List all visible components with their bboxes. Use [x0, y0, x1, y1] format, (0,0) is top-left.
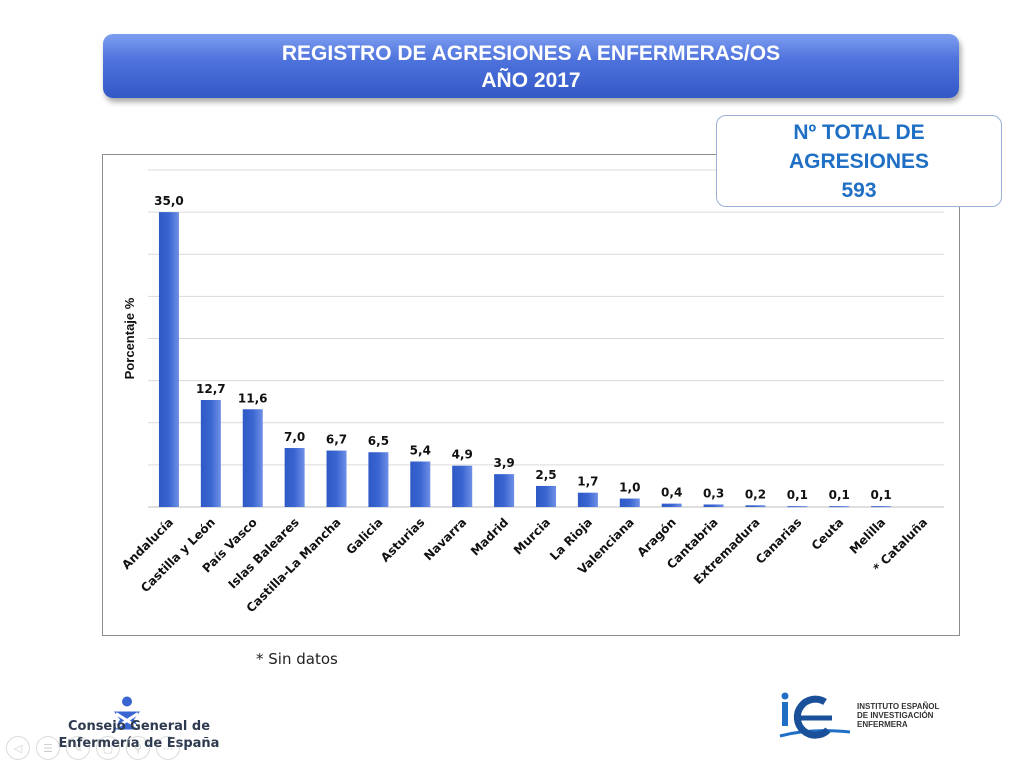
previous-slide-icon[interactable]: ◁ [6, 736, 30, 760]
bar [158, 212, 179, 507]
data-label: 0,1 [787, 488, 808, 502]
total-label-line-2: AGRESIONES [788, 150, 930, 173]
data-label: 35,0 [154, 194, 184, 208]
x-tick-label: Murcia [511, 515, 553, 557]
bar [619, 498, 640, 507]
y-axis-label: Porcentaje % [122, 297, 137, 379]
bar [494, 474, 515, 507]
slideshow-nav-bar: ◁ ☰ ✎ ▢ ⚲ ⋯ [6, 736, 180, 762]
total-aggressions-box: Nº TOTAL DE AGRESIONES 593 [716, 115, 1002, 207]
x-tick-label: Canarias [753, 515, 804, 566]
data-label: 5,4 [410, 444, 431, 458]
ie-text-line-2: DE INVESTIGACIÓN [857, 711, 934, 720]
chart-frame: Porcentaje % 35,0 Andalucía 12,7 Castilla y … [102, 154, 960, 636]
data-label: 2,5 [535, 468, 556, 482]
footnote: * Sin datos [256, 650, 338, 668]
bar [368, 452, 389, 507]
x-tick-label: Melilla [847, 515, 888, 556]
bar [829, 506, 850, 508]
x-tick-label: Islas Baleares [225, 515, 301, 591]
x-tick-label: Madrid [468, 515, 511, 558]
bar [577, 492, 598, 507]
bar [703, 504, 724, 507]
data-label: 4,9 [452, 448, 473, 462]
x-tick-label: Asturias [378, 515, 427, 564]
cge-logo-icon [114, 696, 140, 730]
data-label: 1,0 [619, 481, 640, 495]
data-label: 12,7 [196, 382, 226, 396]
bar [284, 448, 305, 507]
ie-logo-text: INSTITUTO ESPAÑOL DE INVESTIGACIÓN ENFER… [857, 702, 957, 729]
x-tick-label: Galicia [343, 515, 385, 557]
x-tick-label: Ceuta [809, 515, 847, 553]
data-label: 6,5 [368, 434, 389, 448]
data-label: 0,2 [745, 487, 766, 501]
bar [787, 506, 808, 508]
zoom-icon[interactable]: ⚲ [126, 736, 150, 760]
title-line-1: REGISTRO DE AGRESIONES A ENFERMERAS/OS [281, 42, 781, 65]
bar [410, 461, 431, 507]
bar [661, 503, 682, 507]
title-banner: REGISTRO DE AGRESIONES A ENFERMERAS/OS A… [103, 34, 959, 98]
bar [745, 505, 766, 507]
total-label-line-1: Nº TOTAL DE [793, 121, 925, 144]
bar [242, 409, 263, 507]
data-label: 0,1 [871, 488, 892, 502]
data-label: 3,9 [493, 456, 514, 470]
ie-text-line-1: INSTITUTO ESPAÑOL [857, 702, 940, 711]
pen-icon[interactable]: ✎ [66, 736, 90, 760]
slides-icon[interactable]: ▢ [96, 736, 120, 760]
x-tick-label: Navarra [421, 515, 469, 563]
bar [536, 485, 556, 507]
bar [326, 450, 347, 507]
data-label: 0,1 [829, 488, 850, 502]
title-line-2: AÑO 2017 [481, 69, 581, 92]
bar [200, 400, 221, 507]
bar [871, 506, 892, 508]
data-label: 0,3 [703, 486, 724, 500]
ie-logo-icon [779, 692, 851, 739]
data-label: 7,0 [284, 430, 305, 444]
data-label: 11,6 [238, 391, 268, 405]
x-tick-label: Castilla y León [138, 515, 218, 595]
menu-icon[interactable]: ☰ [36, 736, 60, 760]
ie-text-line-3: ENFERMERA [857, 720, 908, 729]
data-label: 6,7 [326, 433, 347, 447]
total-value: 593 [841, 179, 877, 202]
cge-text-line-1: Consejo General de [67, 719, 211, 734]
more-options-icon[interactable]: ⋯ [156, 736, 180, 760]
data-label: 1,7 [577, 475, 598, 489]
bar [452, 465, 473, 507]
data-label: 0,4 [661, 486, 682, 500]
